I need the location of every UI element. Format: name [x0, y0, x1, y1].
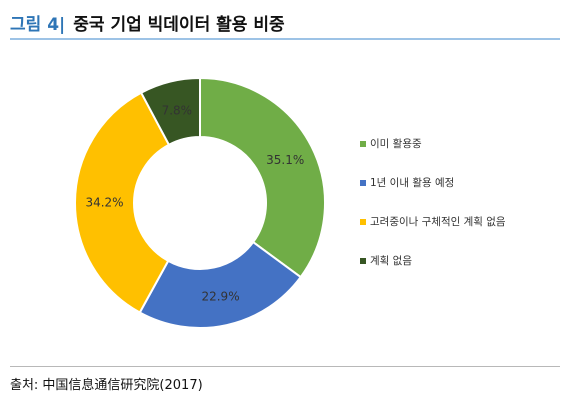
donut-slice	[138, 240, 303, 329]
legend-item: 1년 이내 활용 예정	[360, 176, 506, 189]
slice-value-label: 34.2%	[85, 195, 123, 209]
legend-label: 계획 없음	[370, 255, 412, 267]
slice-value-label: 22.9%	[201, 289, 239, 303]
legend-swatch	[360, 179, 366, 186]
figure-number: 그림 4|	[10, 14, 66, 35]
legend-item: 고려중이나 구체적인 계획 없음	[360, 215, 506, 228]
source-divider	[10, 366, 560, 367]
legend-label: 이미 활용중	[370, 138, 422, 150]
slice-value-label: 35.1%	[266, 153, 304, 167]
donut-slice	[199, 76, 326, 279]
chart-legend: 이미 활용중 1년 이내 활용 예정 고려중이나 구체적인 계획 없음 계획 없…	[360, 137, 506, 293]
legend-swatch	[360, 257, 366, 264]
donut-slice	[74, 91, 171, 314]
donut-slice	[139, 76, 201, 147]
figure-title: 그림 4| 중국 기업 빅데이터 활용 비중	[10, 10, 285, 35]
legend-label: 1년 이내 활용 예정	[370, 177, 455, 189]
legend-item: 계획 없음	[360, 254, 506, 267]
legend-label: 고려중이나 구체적인 계획 없음	[370, 216, 506, 228]
title-divider	[10, 38, 560, 40]
legend-swatch	[360, 218, 366, 225]
figure-title-text: 중국 기업 빅데이터 활용 비중	[73, 14, 285, 35]
legend-item: 이미 활용중	[360, 137, 506, 150]
slice-value-label: 7.8%	[162, 103, 193, 117]
source-note: 출처: 中国信息通信研究院(2017)	[10, 378, 203, 393]
legend-swatch	[360, 140, 366, 147]
